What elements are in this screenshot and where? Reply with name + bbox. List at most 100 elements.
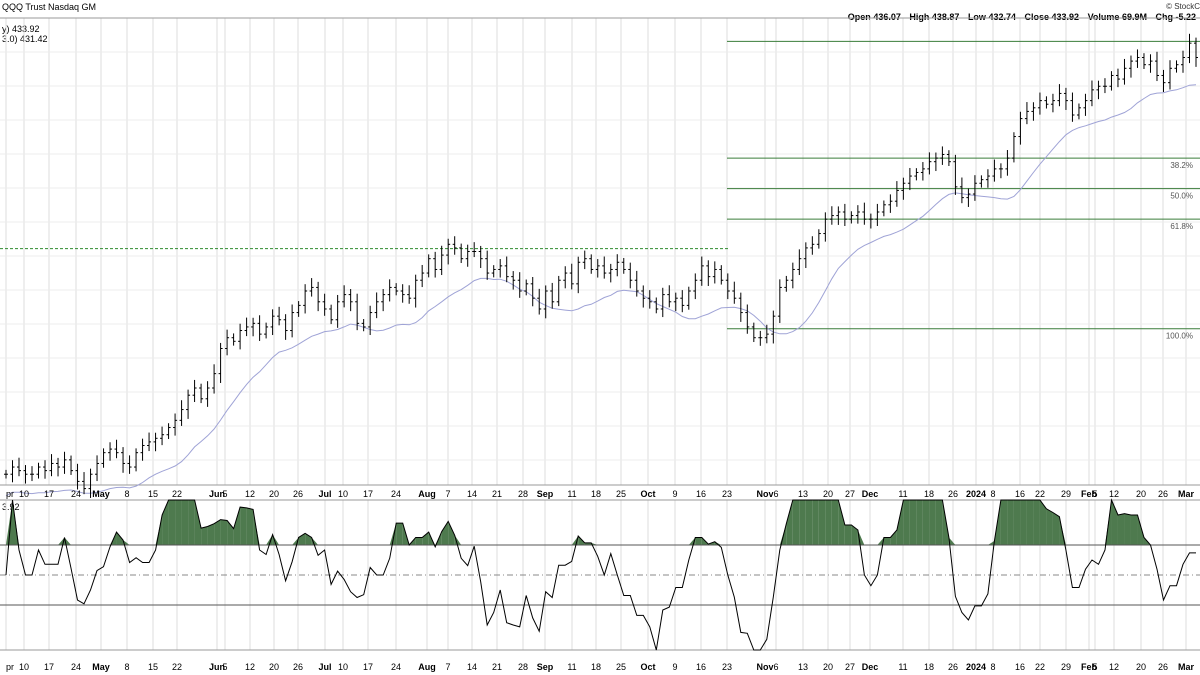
overbought-shading [1026, 500, 1034, 545]
overbought-shading [714, 541, 722, 545]
x-axis-tick-label: 8 [124, 662, 129, 672]
overbought-shading [831, 500, 839, 545]
moving-average-line [5, 84, 1197, 497]
x-axis-tick-label: 8 [124, 489, 129, 499]
x-axis-tick-label: 16 [696, 489, 706, 499]
overbought-shading [1039, 500, 1047, 545]
x-axis-tick-label: 11 [898, 662, 907, 672]
x-axis-tick-label: 24 [391, 489, 401, 499]
overbought-shading [422, 532, 429, 545]
fibonacci-level-label: 50.0% [1170, 192, 1193, 201]
x-axis-tick-label: 26 [293, 489, 303, 499]
x-axis-tick-label: 22 [1035, 489, 1045, 499]
x-axis-tick-label: 20 [1136, 662, 1146, 672]
x-axis-tick-label: 20 [823, 662, 833, 672]
x-axis-tick-label: 24 [71, 489, 81, 499]
overbought-shading [825, 500, 832, 545]
overbought-shading [441, 521, 449, 545]
overbought-shading [1117, 513, 1125, 545]
overbought-shading [396, 523, 403, 545]
overbought-shading [1020, 500, 1027, 545]
x-axis-tick-label: 12 [245, 489, 255, 499]
x-axis-tick-label: 16 [696, 662, 706, 672]
overbought-shading [1137, 515, 1144, 545]
x-axis-tick-label: 12 [245, 662, 255, 672]
x-axis-tick-label: 13 [798, 662, 808, 672]
x-axis-tick-label: 16 [1015, 662, 1025, 672]
x-axis-tick-label: Dec [862, 489, 879, 499]
x-axis-tick-label: 5 [222, 662, 227, 672]
x-axis-tick-label: Nov [756, 489, 773, 499]
x-axis-tick-label: 10 [19, 489, 29, 499]
x-axis-tick-label: 18 [924, 489, 934, 499]
x-axis-tick-label: 10 [338, 662, 348, 672]
x-axis-tick-label: Aug [418, 662, 436, 672]
overbought-shading [812, 500, 819, 545]
overbought-shading [435, 531, 442, 545]
x-axis-tick-label: Nov [756, 662, 773, 672]
overbought-shading [877, 537, 884, 545]
volume-readout: Volume 69.9M [1087, 12, 1147, 22]
overbought-shading [896, 500, 904, 545]
x-axis-tick-label: 21 [492, 489, 502, 499]
x-axis-tick-label: 20 [823, 489, 833, 499]
overbought-shading [792, 500, 800, 545]
x-axis-tick-label: 18 [591, 489, 601, 499]
overbought-shading [786, 500, 793, 545]
x-axis-tick-label: Oct [640, 662, 655, 672]
overbought-shading [903, 500, 910, 545]
x-axis-tick-label: Jul [318, 662, 331, 672]
overbought-shading [240, 507, 247, 545]
overbought-shading [298, 533, 306, 545]
x-axis-tick-label: 22 [172, 662, 182, 672]
x-axis-tick-label: 11 [898, 489, 907, 499]
x-axis-tick-label: Feb [1081, 662, 1098, 672]
overbought-shading [1013, 500, 1021, 545]
oscillator-line [5, 498, 1196, 651]
price-legend: y) 433.92 [2, 24, 40, 34]
x-axis-tick-label: 11 [567, 489, 576, 499]
x-axis-tick-label: 26 [948, 489, 958, 499]
x-axis-tick-label: 9 [672, 662, 677, 672]
x-axis-tick-label: 16 [1015, 489, 1025, 499]
overbought-shading [168, 500, 176, 545]
overbought-shading [916, 500, 923, 545]
overbought-shading [591, 542, 598, 545]
x-axis-tick-label: 20 [1136, 489, 1146, 499]
overbought-shading [272, 534, 280, 545]
x-axis-tick-label: 28 [518, 662, 528, 672]
overbought-shading [220, 519, 228, 545]
x-axis-tick-label: 25 [616, 662, 626, 672]
x-axis-tick-label: Oct [640, 489, 655, 499]
overbought-shading [799, 500, 806, 545]
close-readout: Close 433.92 [1024, 12, 1080, 22]
overbought-shading [851, 525, 858, 545]
x-axis-tick-label: 27 [845, 662, 855, 672]
overbought-shading [1000, 500, 1008, 545]
overbought-shading [922, 500, 930, 545]
x-axis-tick-label: 21 [492, 662, 502, 672]
x-axis-tick-label: 2024 [966, 662, 986, 672]
overbought-shading [929, 500, 936, 545]
x-axis-tick-label: Sep [537, 489, 554, 499]
overbought-shading [838, 500, 845, 545]
overbought-shading [415, 537, 423, 545]
overbought-shading [1111, 500, 1118, 545]
x-axis-tick-label: Dec [862, 662, 879, 672]
overbought-shading [214, 519, 221, 545]
overbought-shading [1124, 513, 1131, 545]
overbought-shading [123, 540, 130, 545]
x-axis-tick-label: 20 [269, 489, 279, 499]
x-axis-tick-label: Feb [1081, 489, 1098, 499]
overbought-shading [1059, 516, 1066, 545]
overbought-shading [935, 500, 943, 545]
ma-legend: 3.0) 431.42 [2, 34, 48, 44]
x-axis-tick-label: Jul [318, 489, 331, 499]
x-axis-tick-label: 6 [773, 662, 778, 672]
overbought-shading [909, 500, 917, 545]
chart-title: QQQ Trust Nasdaq GM [2, 2, 97, 12]
x-axis-tick-label: 11 [567, 662, 576, 672]
x-axis-tick-label: 17 [44, 662, 54, 672]
x-axis-tick-label: 10 [338, 489, 348, 499]
